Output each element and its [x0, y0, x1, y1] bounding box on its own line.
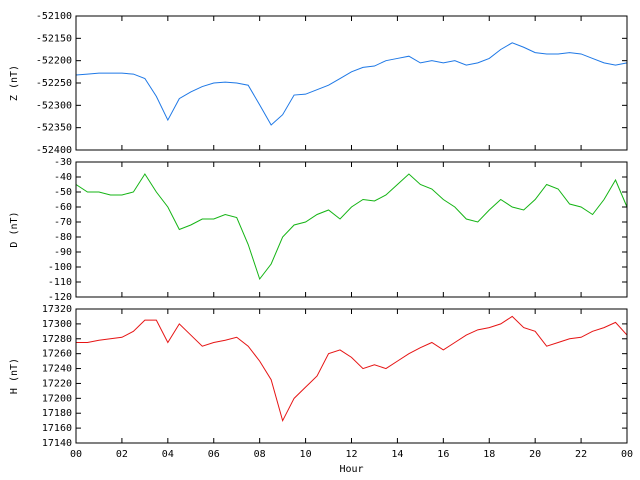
x-tick-label: 14	[391, 449, 403, 460]
y-tick-label: -52250	[36, 78, 72, 89]
y-tick-label: 17220	[42, 378, 72, 389]
x-tick-label: 00	[70, 449, 82, 460]
x-tick-label: 08	[254, 449, 266, 460]
x-tick-label: 20	[529, 449, 541, 460]
y-tick-label: -120	[48, 292, 72, 303]
y-tick-label: -52100	[36, 11, 72, 22]
y-tick-label: 17180	[42, 408, 72, 419]
y-tick-label: -70	[54, 217, 72, 228]
y-tick-label: 17320	[42, 304, 72, 315]
data-line	[76, 315, 628, 423]
x-tick-label: 10	[300, 449, 312, 460]
y-tick-label: -80	[54, 232, 72, 243]
y-tick-label: -52200	[36, 56, 72, 67]
y-tick-label: -52400	[36, 145, 72, 156]
y-tick-label: 17300	[42, 319, 72, 330]
y-tick-label: -60	[54, 202, 72, 213]
y-tick-label: -52300	[36, 100, 72, 111]
y-tick-label: -40	[54, 172, 72, 183]
y-tick-label: -52350	[36, 123, 72, 134]
x-tick-label: 22	[575, 449, 587, 460]
y-tick-label: 17140	[42, 438, 72, 449]
y-tick-label: 17240	[42, 364, 72, 375]
x-axis-label: Hour	[339, 464, 363, 475]
y-tick-label: -90	[54, 247, 72, 258]
y-tick-label: 17260	[42, 349, 72, 360]
y-tick-label: -110	[48, 277, 72, 288]
y-tick-label: -52150	[36, 33, 72, 44]
data-line	[75, 173, 628, 281]
y-axis-label: D (nT)	[9, 211, 20, 247]
y-tick-label: -30	[54, 157, 72, 168]
y-tick-label: 17160	[42, 423, 72, 434]
x-tick-label: 18	[483, 449, 495, 460]
panel-frame	[75, 161, 628, 298]
x-tick-label: 00	[621, 449, 633, 460]
data-line	[75, 42, 628, 126]
x-tick-label: 16	[437, 449, 449, 460]
x-tick-label: 04	[162, 449, 174, 460]
y-tick-label: 17280	[42, 334, 72, 345]
y-axis-label: Z (nT)	[9, 65, 20, 101]
panel-frame	[75, 308, 628, 444]
y-tick-label: 17200	[42, 393, 72, 404]
y-tick-label: -50	[54, 187, 72, 198]
x-tick-label: 12	[345, 449, 357, 460]
y-tick-label: -100	[48, 262, 72, 273]
x-tick-label: 02	[116, 449, 128, 460]
y-axis-label: H (nT)	[9, 358, 20, 394]
panel-frame	[75, 15, 628, 151]
x-tick-label: 06	[208, 449, 220, 460]
